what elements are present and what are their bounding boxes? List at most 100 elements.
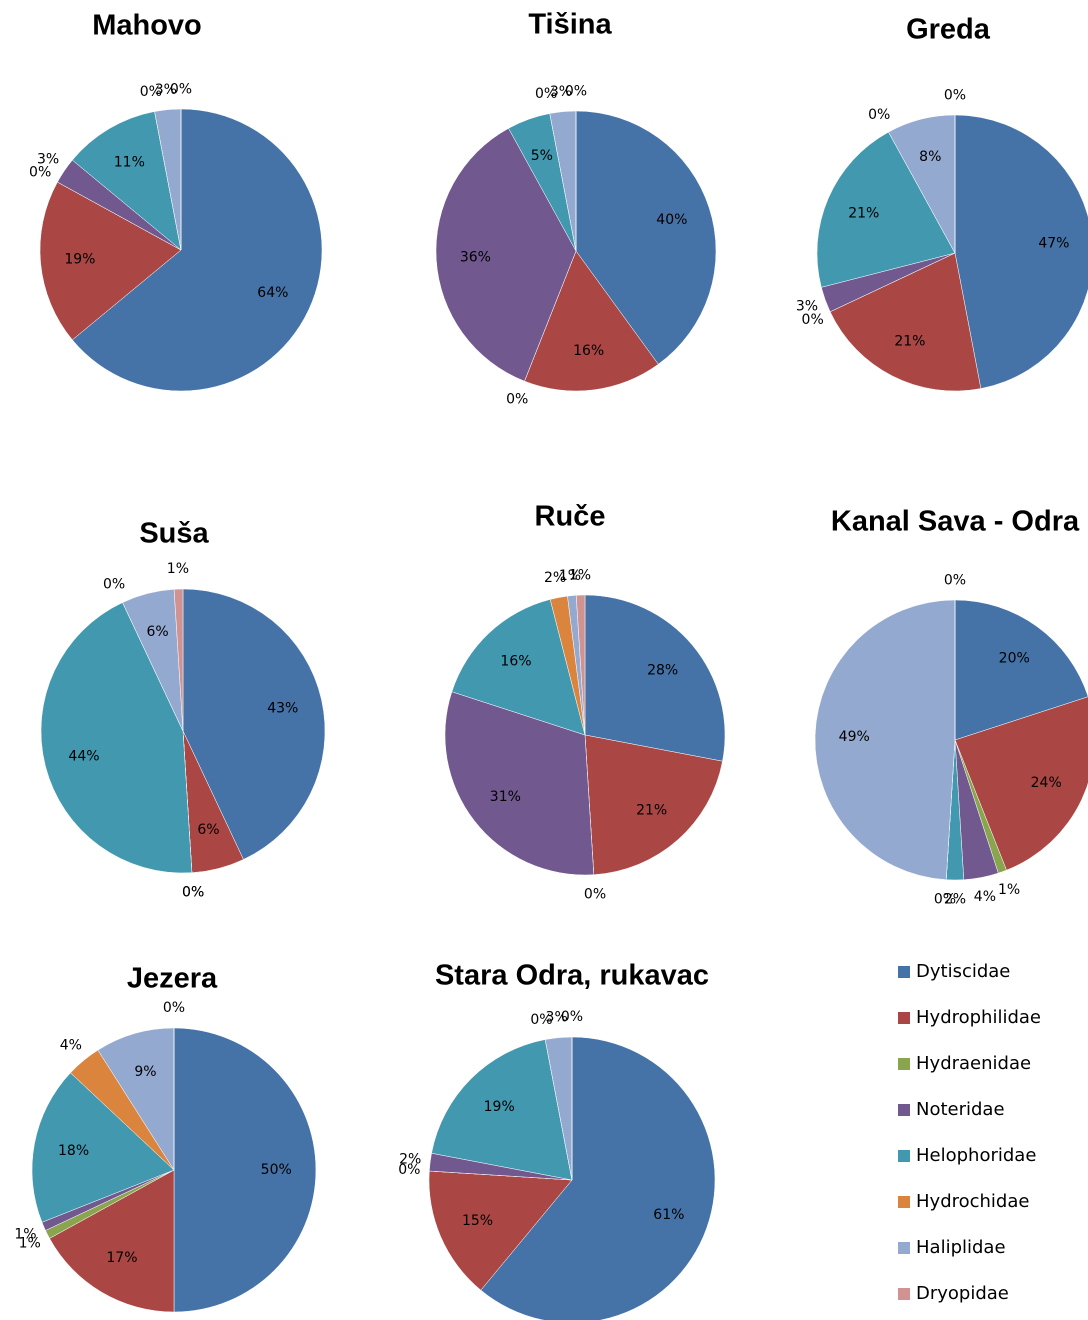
data-label: 16% [573,343,604,359]
chart-title: Jezera [127,963,218,995]
legend-swatch [898,1196,910,1208]
pie-slice [39,181,182,341]
data-label: 1% [998,882,1020,898]
data-label: 0% [944,572,966,588]
pie-slice [435,127,577,382]
data-label: 6% [146,624,168,640]
data-label: 5% [531,148,553,164]
data-label: 0% [802,312,824,328]
data-label: 3% [546,1010,568,1026]
chart-title: Mahovo [92,10,202,42]
pie-slice [182,588,326,860]
pie-slice [444,691,595,876]
legend-label: Helophoridae [916,1145,1036,1166]
data-label: 0% [182,885,204,901]
legend-swatch [898,1012,910,1024]
pie-slice [954,696,1088,871]
data-label: 2% [399,1152,421,1168]
data-label: 3% [155,82,177,98]
data-label: 19% [64,252,95,268]
chart-title: Tišina [528,9,612,41]
data-label: 0% [170,81,192,97]
data-label: 4% [60,1037,82,1053]
legend-swatch [898,1058,910,1070]
pie-slice [575,110,717,365]
chart-title: Ruče [535,501,606,533]
data-label: 64% [257,285,288,301]
data-label: 2% [944,892,966,908]
legend-label: Hydrochidae [916,1191,1029,1212]
data-label: 3% [550,84,572,100]
data-label: 43% [267,701,298,717]
data-label: 19% [484,1099,515,1115]
data-label: 2% [544,570,566,586]
data-label: 0% [140,84,162,100]
data-label: 0% [163,1000,185,1016]
data-label: 40% [656,212,687,228]
chart-title: Suša [139,518,209,550]
data-label: 15% [462,1213,493,1229]
data-label: 0% [565,83,587,99]
data-label: 28% [647,663,678,679]
data-label: 0% [944,88,966,104]
data-label: 0% [561,1009,583,1025]
data-label: 3% [796,298,818,314]
chart-title: Kanal Sava - Odra [831,506,1080,538]
data-label: 21% [848,206,879,222]
data-label: 1% [167,561,189,577]
data-label: 61% [653,1207,684,1223]
legend-swatch [898,1150,910,1162]
data-label: 24% [1031,775,1062,791]
data-label: 1% [559,568,581,584]
pie-slice [451,599,586,736]
pie-slice [584,734,723,875]
data-label: 16% [500,654,531,670]
legend-swatch [898,966,910,978]
pie-slice [72,108,323,392]
pie-slice [954,599,1088,741]
pie-slice [173,1027,317,1313]
pie-slice [428,1170,573,1291]
data-label: 44% [68,748,99,764]
data-label: 0% [29,165,51,181]
data-label: 1% [569,567,591,583]
data-label: 0% [103,577,125,593]
data-label: 9% [134,1064,156,1080]
data-label: 0% [506,391,528,407]
data-label: 0% [182,885,204,901]
pie-slice [480,1036,716,1320]
pie-slice [575,594,586,736]
data-label: 47% [1038,236,1069,252]
data-label: 1% [19,1235,41,1251]
legend-label: Dryopidae [916,1283,1009,1304]
legend-label: Hydraenidae [916,1053,1031,1074]
data-label: 36% [460,249,491,265]
legend-label: Dytiscidae [916,961,1010,982]
data-label: 0% [584,886,606,902]
data-label: 50% [261,1162,292,1178]
pie-slice [97,1027,175,1171]
data-label: 11% [114,155,145,171]
pie-slice [814,599,956,880]
pie-slice [816,131,956,288]
data-label: 20% [999,650,1030,666]
data-label: 49% [839,729,870,745]
pie-slice [72,111,182,251]
pie-slice [49,1169,175,1313]
data-label: 0% [535,86,557,102]
data-label: 4% [974,889,996,905]
legend-label: Hydrophilidae [916,1007,1041,1028]
data-label: 21% [636,803,667,819]
data-label: 1% [14,1226,36,1242]
data-label: 31% [490,789,521,805]
pie-slice [431,1039,573,1181]
data-label: 8% [919,149,941,165]
data-label: 17% [106,1250,137,1266]
legend-swatch [898,1104,910,1116]
pie-slice [173,588,184,732]
pie-slice [954,114,1088,389]
pie-slice [584,594,726,762]
data-label: 0% [868,107,890,123]
legend-label: Haliplidae [916,1237,1006,1258]
